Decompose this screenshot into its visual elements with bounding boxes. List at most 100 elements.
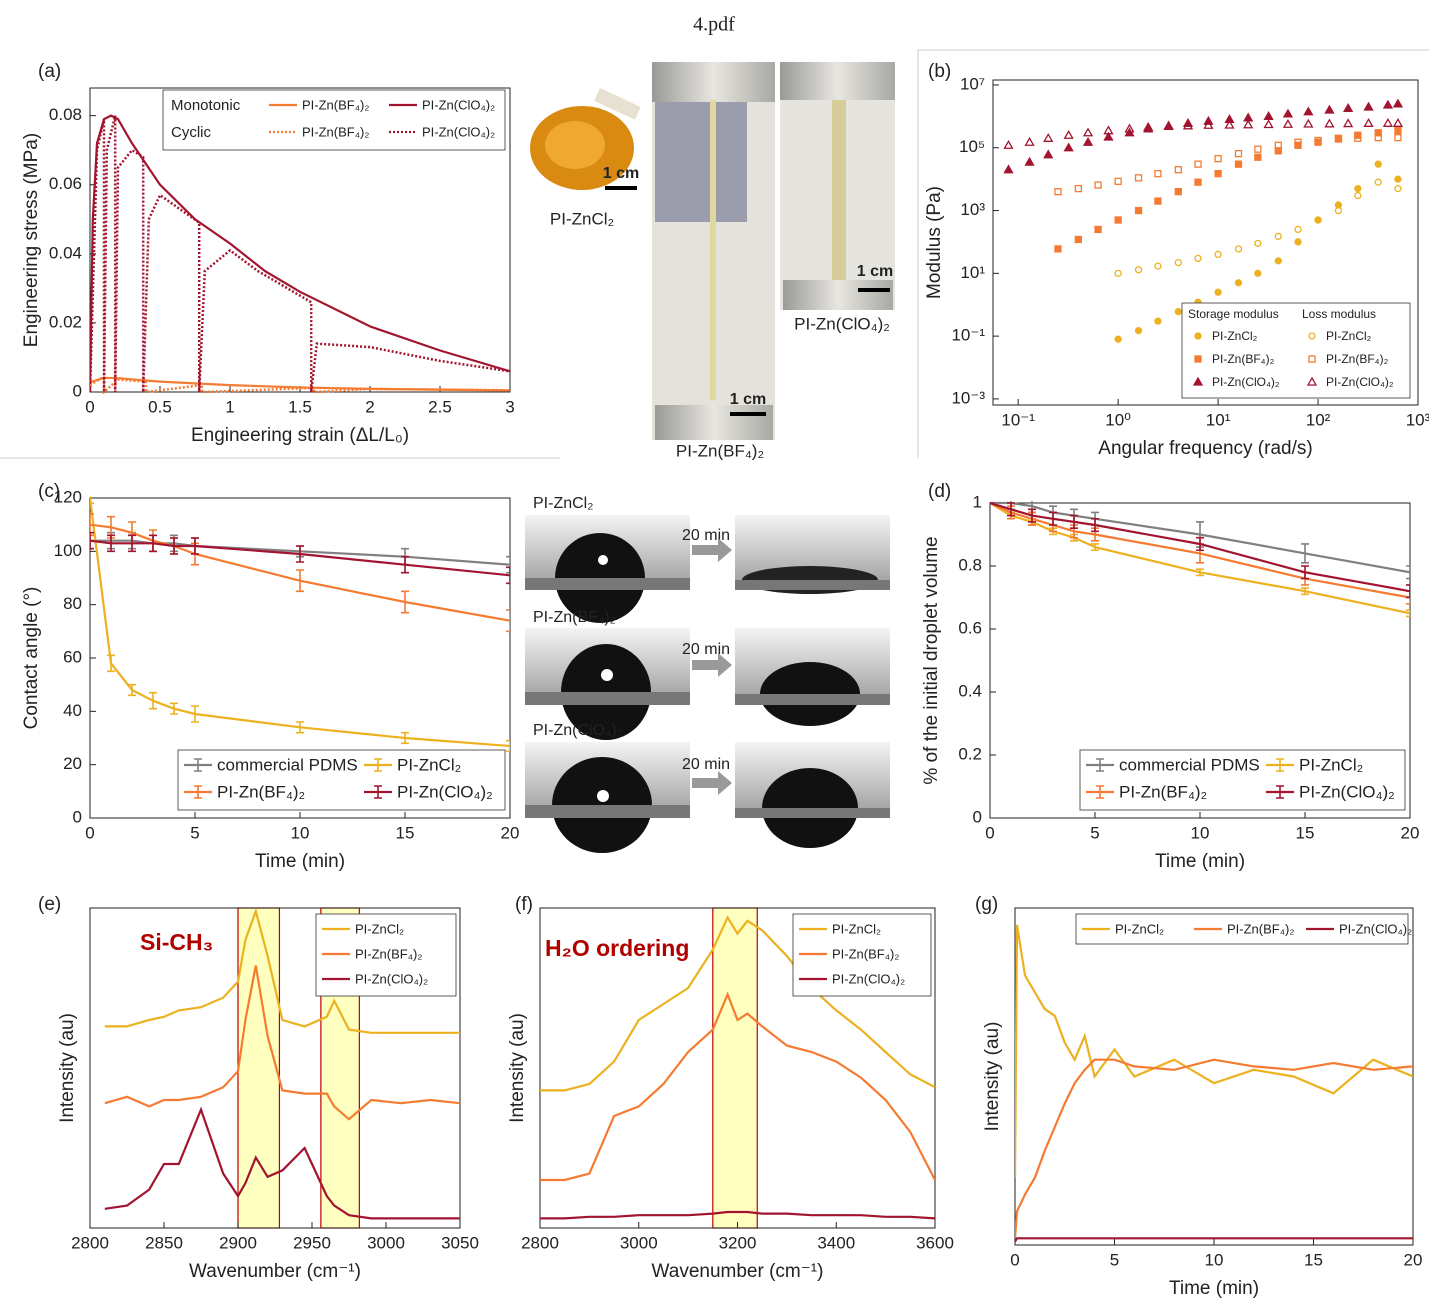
x-axis-label: Angular frequency (rad/s) — [1098, 438, 1312, 459]
marker — [1043, 132, 1054, 142]
marker — [1154, 317, 1162, 325]
error-bar — [1301, 565, 1309, 580]
series-line — [1015, 924, 1413, 1178]
marker — [1194, 332, 1202, 340]
legend-label: PI-Zn(ClO₄)₂ — [1299, 782, 1395, 801]
droplet-label: PI-ZnCl₂ — [533, 495, 593, 512]
y-tick-label: 0.4 — [958, 681, 982, 700]
x-tick-label: 15 — [1296, 823, 1315, 842]
legend-label: PI-ZnCl₂ — [1212, 329, 1258, 343]
marker — [1374, 129, 1382, 137]
legend-label: PI-Zn(ClO₄)₂ — [355, 971, 428, 986]
series-line — [90, 115, 510, 393]
marker — [1303, 106, 1314, 116]
marker — [1174, 166, 1182, 174]
marker — [1354, 134, 1362, 142]
y-tick-label: 0.2 — [958, 744, 982, 763]
marker — [1274, 232, 1282, 241]
y-tick-label: 10⁷ — [960, 74, 985, 93]
marker — [1234, 279, 1243, 287]
y-tick-label: 0 — [73, 807, 82, 826]
chart-panel: 0 5 10 15 20 0 20 40 60 80 100 120 Time (min) Contact… — [21, 481, 519, 872]
x-tick-label: 2 — [365, 397, 374, 416]
legend-row-label: Monotonic — [171, 97, 241, 114]
series-line — [540, 991, 935, 1182]
marker — [1224, 119, 1235, 129]
series-line — [104, 1106, 460, 1220]
x-axis-label: Wavenumber (cm⁻¹) — [189, 1261, 361, 1282]
y-tick-label: 0 — [973, 807, 982, 826]
x-tick-label: 3000 — [620, 1233, 658, 1252]
y-tick-label: 0.06 — [49, 174, 82, 193]
error-bar — [296, 721, 304, 734]
marker — [1082, 127, 1094, 137]
legend-label: PI-Zn(ClO₄)₂ — [1339, 921, 1412, 936]
x-tick-label: 10³ — [1406, 410, 1429, 429]
marker — [1224, 114, 1235, 124]
legend-label: PI-ZnCl₂ — [1326, 329, 1372, 343]
error-bar — [170, 702, 178, 715]
marker — [1114, 177, 1122, 186]
marker — [1334, 135, 1343, 143]
legend-label: PI-Zn(ClO₄)₂ — [422, 124, 495, 139]
error-bar — [170, 537, 178, 555]
x-axis-label: Time (min) — [1169, 1278, 1259, 1299]
y-tick-label: 1 — [973, 492, 982, 511]
legend-label: PI-Zn(BF₄)₂ — [1326, 352, 1389, 366]
marker — [1394, 175, 1402, 183]
y-axis-label: Contact angle (°) — [21, 587, 42, 730]
error-bar — [401, 555, 409, 574]
marker — [1003, 139, 1014, 149]
error-bar — [1091, 517, 1099, 533]
interval-label: 20 min — [682, 527, 730, 544]
y-axis-label: Intensity (au) — [982, 1022, 1003, 1132]
series-line — [90, 114, 510, 393]
page-title: 4.pdf — [693, 14, 735, 36]
y-tick-label: 120 — [54, 487, 82, 506]
series-line — [104, 907, 460, 1034]
plot-frame — [89, 907, 461, 1229]
error-bar — [1196, 536, 1204, 552]
plot-area — [104, 907, 460, 1220]
error-bar — [191, 537, 199, 555]
x-tick-label: 2.5 — [428, 397, 452, 416]
marker — [1294, 238, 1302, 246]
marker — [1143, 121, 1154, 131]
marker — [1194, 178, 1202, 186]
error-bar — [1049, 511, 1057, 526]
marker — [1314, 136, 1322, 145]
marker — [1063, 129, 1074, 139]
x-tick-label: 1.5 — [288, 397, 312, 416]
error-bar — [1028, 508, 1036, 523]
marker — [1214, 169, 1222, 178]
marker — [1024, 156, 1035, 166]
panel-label: (b) — [928, 61, 951, 82]
marker — [1234, 160, 1243, 168]
photo-stretch-clo4: 1 cm PI-Zn(ClO₄)₂ — [780, 62, 895, 333]
interval-label: 20 min — [682, 641, 730, 658]
legend-box — [177, 749, 506, 811]
y-tick-label: 10¹ — [960, 263, 985, 282]
marker — [1174, 308, 1182, 316]
y-tick-label: 0.6 — [958, 618, 982, 637]
marker — [1214, 154, 1222, 163]
y-axis-label: % of the initial droplet volume — [921, 536, 942, 784]
marker — [1182, 120, 1194, 130]
marker — [1214, 250, 1222, 259]
chart-panel: 0 0.5 1 1.5 2 2.5 3 0 0.02 0.04 0.06 0.08 Engineerin… — [21, 61, 515, 446]
x-tick-label: 10⁻¹ — [1001, 410, 1035, 429]
marker — [1343, 103, 1354, 113]
marker — [1103, 125, 1114, 135]
error-bar — [149, 691, 157, 710]
x-tick-label: 2850 — [145, 1233, 183, 1252]
legend-swatch — [194, 785, 202, 799]
x-tick-label: 5 — [1110, 1250, 1119, 1269]
x-tick-label: 20 — [1401, 823, 1420, 842]
legend-column-label: Loss modulus — [1302, 307, 1376, 321]
error-bar — [90, 496, 94, 505]
panel-label: (f) — [515, 894, 533, 915]
marker — [1043, 149, 1054, 159]
marker — [1103, 131, 1114, 141]
legend-swatch — [374, 758, 382, 772]
panel-label: (a) — [38, 61, 61, 82]
